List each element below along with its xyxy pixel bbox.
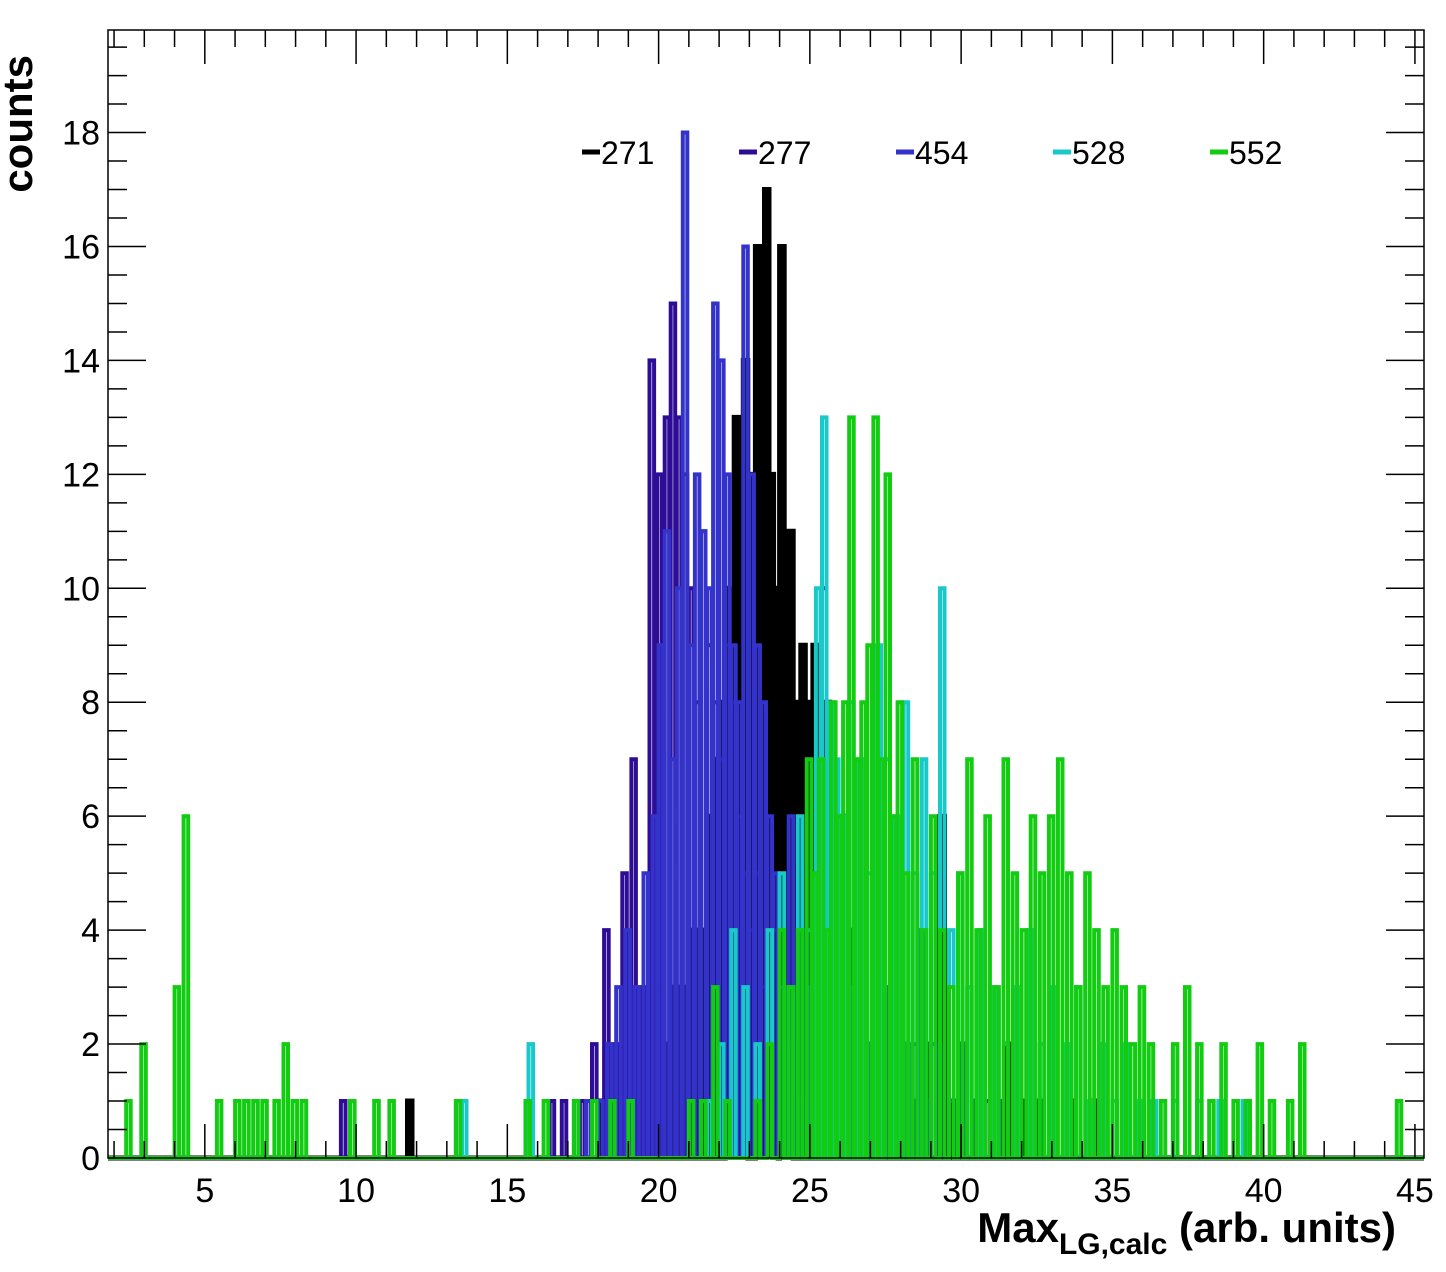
y-tick-label: 16	[62, 228, 100, 266]
y-tick-labels: 0 2 4 6 8 10 12 14 16 18	[62, 115, 100, 1178]
series-layer	[108, 130, 1424, 1161]
y-axis-label: counts	[0, 55, 41, 193]
x-tick-label: 5	[195, 1172, 214, 1210]
y-tick-label: 12	[62, 456, 100, 494]
x-tick-label: 35	[1093, 1172, 1131, 1210]
y-tick-label: 6	[81, 798, 100, 836]
x-axis-label-main: Max	[977, 1204, 1059, 1251]
x-tick-label: 10	[337, 1172, 375, 1210]
legend-label-271: 271	[601, 135, 654, 171]
legend-label-454: 454	[915, 135, 968, 171]
y-tick-label: 4	[81, 912, 100, 950]
legend-label-528: 528	[1072, 135, 1125, 171]
y-tick-label: 10	[62, 570, 100, 608]
x-tick-labels: 5 10 15 20 25 30 35 40 45	[195, 1172, 1433, 1210]
legend-label-277: 277	[758, 135, 811, 171]
axis-ticks	[108, 30, 1424, 1159]
series-552-line	[108, 415, 1424, 1160]
x-axis-label-tail: (arb. units)	[1167, 1204, 1396, 1251]
y-tick-label: 8	[81, 684, 100, 722]
y-tick-label: 14	[62, 342, 100, 380]
x-axis-label-subscript: LG,calc	[1059, 1228, 1167, 1261]
legend-label-552: 552	[1229, 135, 1282, 171]
y-tick-label: 0	[81, 1140, 100, 1178]
legend: 271 277 454 528 552	[582, 135, 1282, 171]
x-axis-label: MaxLG,calc (arb. units)	[977, 1204, 1396, 1261]
y-tick-label: 2	[81, 1026, 100, 1064]
x-tick-label: 20	[640, 1172, 678, 1210]
x-tick-label: 15	[488, 1172, 526, 1210]
x-tick-label: 30	[942, 1172, 980, 1210]
y-tick-label: 18	[62, 115, 100, 153]
x-tick-label: 25	[791, 1172, 829, 1210]
x-tick-label: 45	[1396, 1172, 1434, 1210]
x-tick-label: 40	[1245, 1172, 1283, 1210]
plot-frame	[107, 29, 1425, 1159]
